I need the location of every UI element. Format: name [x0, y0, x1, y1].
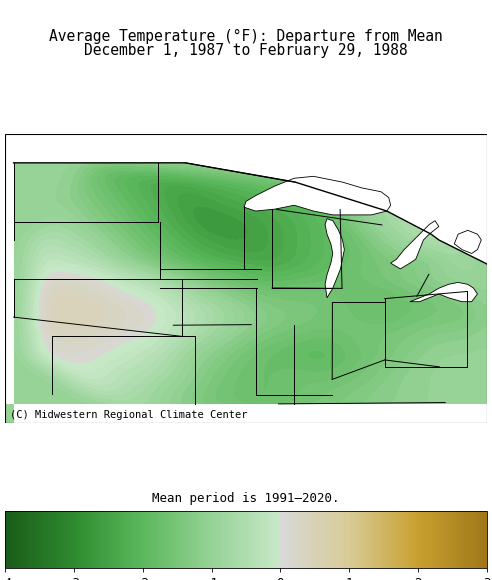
Polygon shape [14, 404, 492, 423]
Polygon shape [244, 176, 391, 215]
Polygon shape [454, 230, 481, 253]
Polygon shape [391, 220, 439, 269]
Polygon shape [14, 134, 492, 269]
Polygon shape [0, 134, 14, 404]
Text: Mean period is 1991–2020.: Mean period is 1991–2020. [152, 492, 340, 505]
Text: Average Temperature (°F): Departure from Mean: Average Temperature (°F): Departure from… [49, 29, 443, 44]
Polygon shape [410, 282, 477, 302]
Polygon shape [325, 219, 344, 298]
Text: (C) Midwestern Regional Climate Center: (C) Midwestern Regional Climate Center [10, 409, 247, 420]
Text: December 1, 1987 to February 29, 1988: December 1, 1987 to February 29, 1988 [84, 43, 408, 58]
